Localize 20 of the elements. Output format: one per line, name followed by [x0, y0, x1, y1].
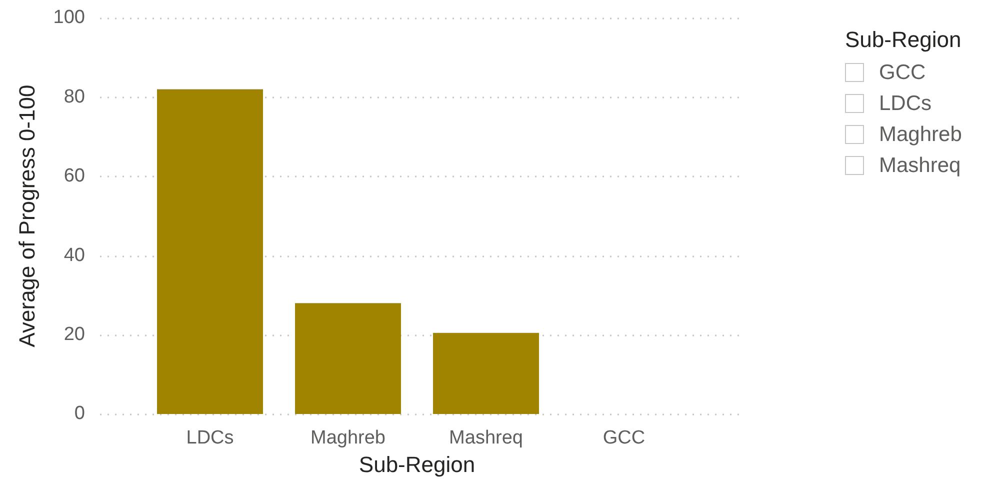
- x-tick-label: LDCs: [186, 428, 234, 449]
- y-tick-label: 80: [64, 86, 85, 108]
- y-tick-label: 40: [64, 244, 85, 266]
- text: GCC: [879, 60, 926, 84]
- y-axis-title: Average of Progress 0-100: [14, 84, 40, 348]
- bar: [295, 303, 401, 414]
- y-tick-label: 0: [74, 403, 85, 424]
- text: Mashreq: [879, 154, 961, 178]
- y-tick-label: 100: [53, 7, 85, 28]
- x-axis-title: Sub-Region: [358, 452, 476, 477]
- x-tick-label: Maghreb: [310, 428, 386, 449]
- text: Sub-Region: [845, 26, 962, 54]
- x-tick-label: Mashreq: [449, 428, 523, 449]
- bar: [433, 332, 539, 414]
- bar: [157, 89, 263, 414]
- y-tick-label: 20: [64, 324, 85, 346]
- x-tick-label: GCC: [602, 428, 646, 449]
- y-tick-label: 60: [64, 166, 85, 187]
- text: Maghreb: [879, 122, 962, 146]
- text: LDCs: [879, 92, 932, 116]
